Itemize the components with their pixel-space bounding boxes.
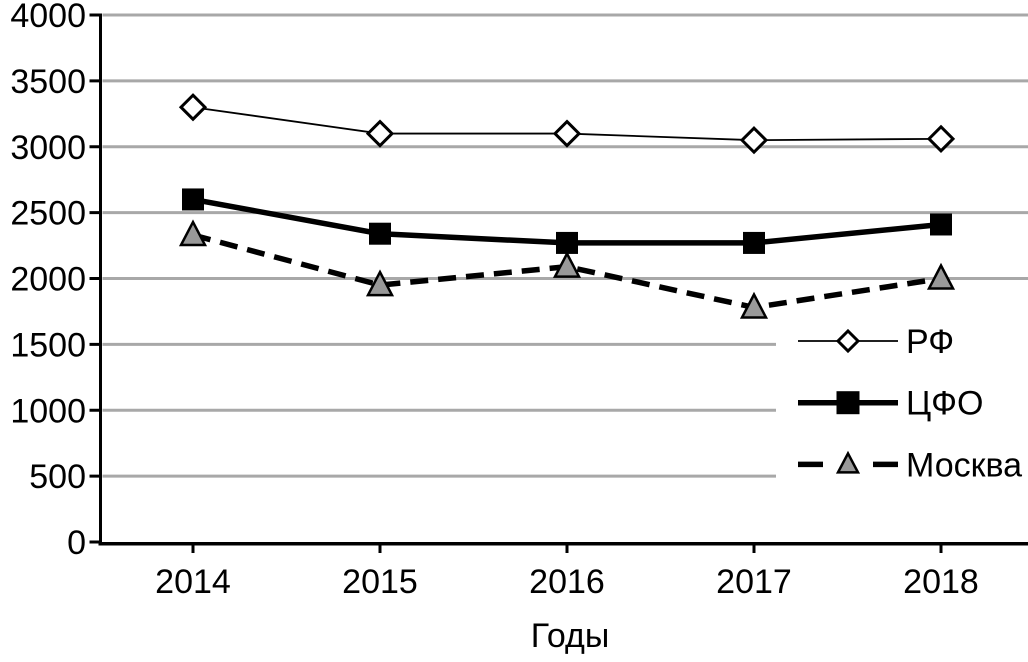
y-tick-label: 3000 <box>10 129 86 167</box>
square-marker <box>369 222 391 245</box>
x-tick-label: 2014 <box>155 563 231 601</box>
y-tick-label: 0 <box>67 524 86 562</box>
y-tick-label: 1500 <box>10 326 86 364</box>
series-group <box>178 93 956 319</box>
diamond-marker <box>552 119 582 148</box>
y-tick-label: 500 <box>29 458 86 496</box>
y-tick-label: 4000 <box>10 0 86 35</box>
x-tick-labels-group: 2014 2015 2016 2017 2018 <box>155 563 979 601</box>
x-tick-label: 2016 <box>529 563 605 601</box>
y-tick-label: 2500 <box>10 195 86 233</box>
y-tick-label: 3500 <box>10 63 86 101</box>
triangle-marker <box>178 219 208 247</box>
x-tick-label: 2015 <box>342 563 418 601</box>
legend-item: РФ <box>798 323 954 361</box>
y-tick-label: 2000 <box>10 261 86 299</box>
square-marker <box>182 188 204 211</box>
square-marker <box>930 213 952 236</box>
diamond-marker <box>926 124 956 153</box>
diamond-marker <box>835 328 861 354</box>
y-tick-label: 1000 <box>10 392 86 430</box>
legend-label: Москва <box>906 446 1022 484</box>
triangle-marker <box>739 291 769 319</box>
x-tick-label: 2017 <box>716 563 792 601</box>
legend-background <box>776 316 1028 498</box>
x-tick-label: 2018 <box>903 563 979 601</box>
legend-item: ЦФО <box>798 385 983 423</box>
square-marker <box>556 231 578 254</box>
x-axis-title: Годы <box>531 617 610 655</box>
triangle-marker <box>365 269 395 297</box>
square-marker <box>836 391 860 415</box>
square-marker <box>743 231 765 254</box>
diamond-marker <box>365 119 395 148</box>
legend-background-group <box>776 316 1028 498</box>
triangle-marker <box>926 262 956 290</box>
y-tick-labels-group: 0 500 1000 1500 2000 2500 3000 3500 4000 <box>10 0 86 562</box>
axes-group <box>89 13 1028 553</box>
triangle-marker <box>835 450 861 474</box>
legend-label: ЦФО <box>906 385 983 423</box>
legend-item: Москва <box>798 446 1022 484</box>
triangle-marker <box>552 250 582 278</box>
legend-group: РФ ЦФО Москва <box>798 323 1022 484</box>
diamond-marker <box>178 93 208 122</box>
legend-label: РФ <box>906 323 954 361</box>
diamond-marker <box>739 126 769 155</box>
